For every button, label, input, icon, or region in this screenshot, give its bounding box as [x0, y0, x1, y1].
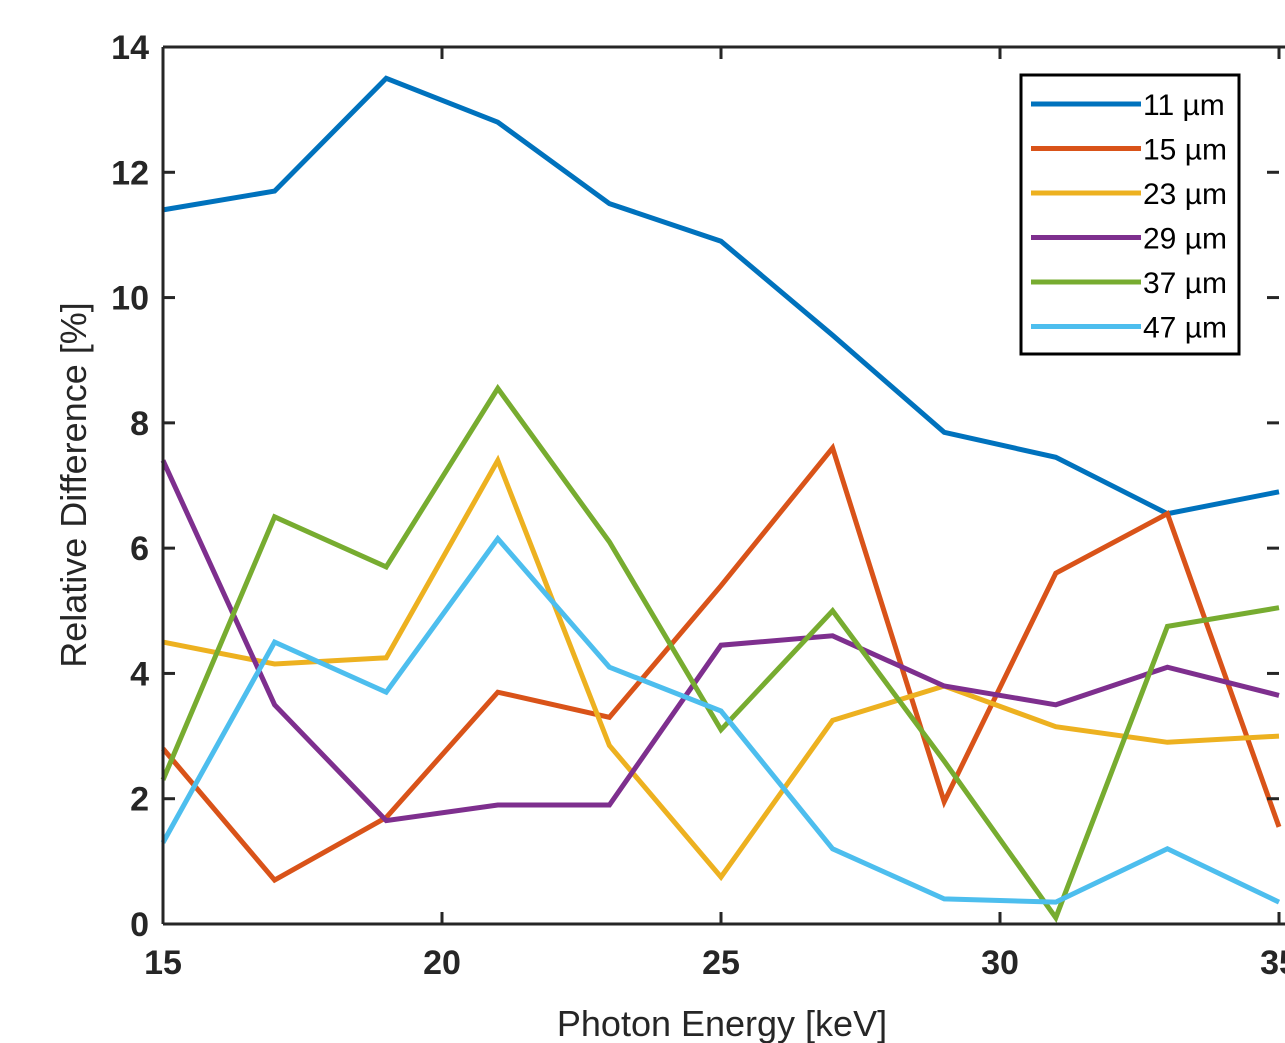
- legend-label: 11 µm: [1143, 89, 1225, 122]
- series-line-2: [161, 442, 1282, 884]
- series-line-4: [160, 459, 1280, 824]
- y-tick-label: 12: [111, 154, 149, 192]
- legend-label: 37 µm: [1143, 267, 1227, 300]
- legend-box: [1019, 73, 1241, 356]
- series-layer: [160, 75, 1282, 923]
- series-line-5: [160, 383, 1280, 923]
- series-line-6: [160, 534, 1281, 905]
- axes: 0 2 4 6 8 10 12 14 15 20 25 30 35: [111, 29, 1285, 982]
- y-axis-label: Relative Difference [%]: [53, 302, 94, 668]
- y-tick-label: 10: [111, 280, 149, 318]
- legend-label: 23 µm: [1143, 178, 1227, 211]
- x-tick-label: 25: [702, 944, 740, 982]
- x-axis-label: Photon Energy [keV]: [557, 1003, 887, 1043]
- y-tick-label: 8: [130, 405, 149, 443]
- y-tick-label: 0: [130, 906, 149, 944]
- legend-label: 47 µm: [1143, 312, 1227, 345]
- y-tick-label: 6: [130, 530, 149, 568]
- legend-label: 29 µm: [1143, 223, 1227, 256]
- y-tick-label: 2: [130, 781, 149, 819]
- y-tick-label: 4: [130, 655, 149, 693]
- y-tick-label: 14: [111, 29, 149, 67]
- series-line-3: [162, 454, 1280, 882]
- legend-label: 15 µm: [1143, 134, 1227, 167]
- x-tick-label: 15: [144, 944, 182, 982]
- x-tick-label: 20: [423, 944, 461, 982]
- x-tick-label: 30: [981, 944, 1019, 982]
- x-tick-label: 35: [1260, 944, 1285, 982]
- legend: 11 µm 15 µm 23 µm 29 µm 37 µm 47 µm: [1019, 73, 1241, 356]
- series-line-1: [162, 75, 1280, 517]
